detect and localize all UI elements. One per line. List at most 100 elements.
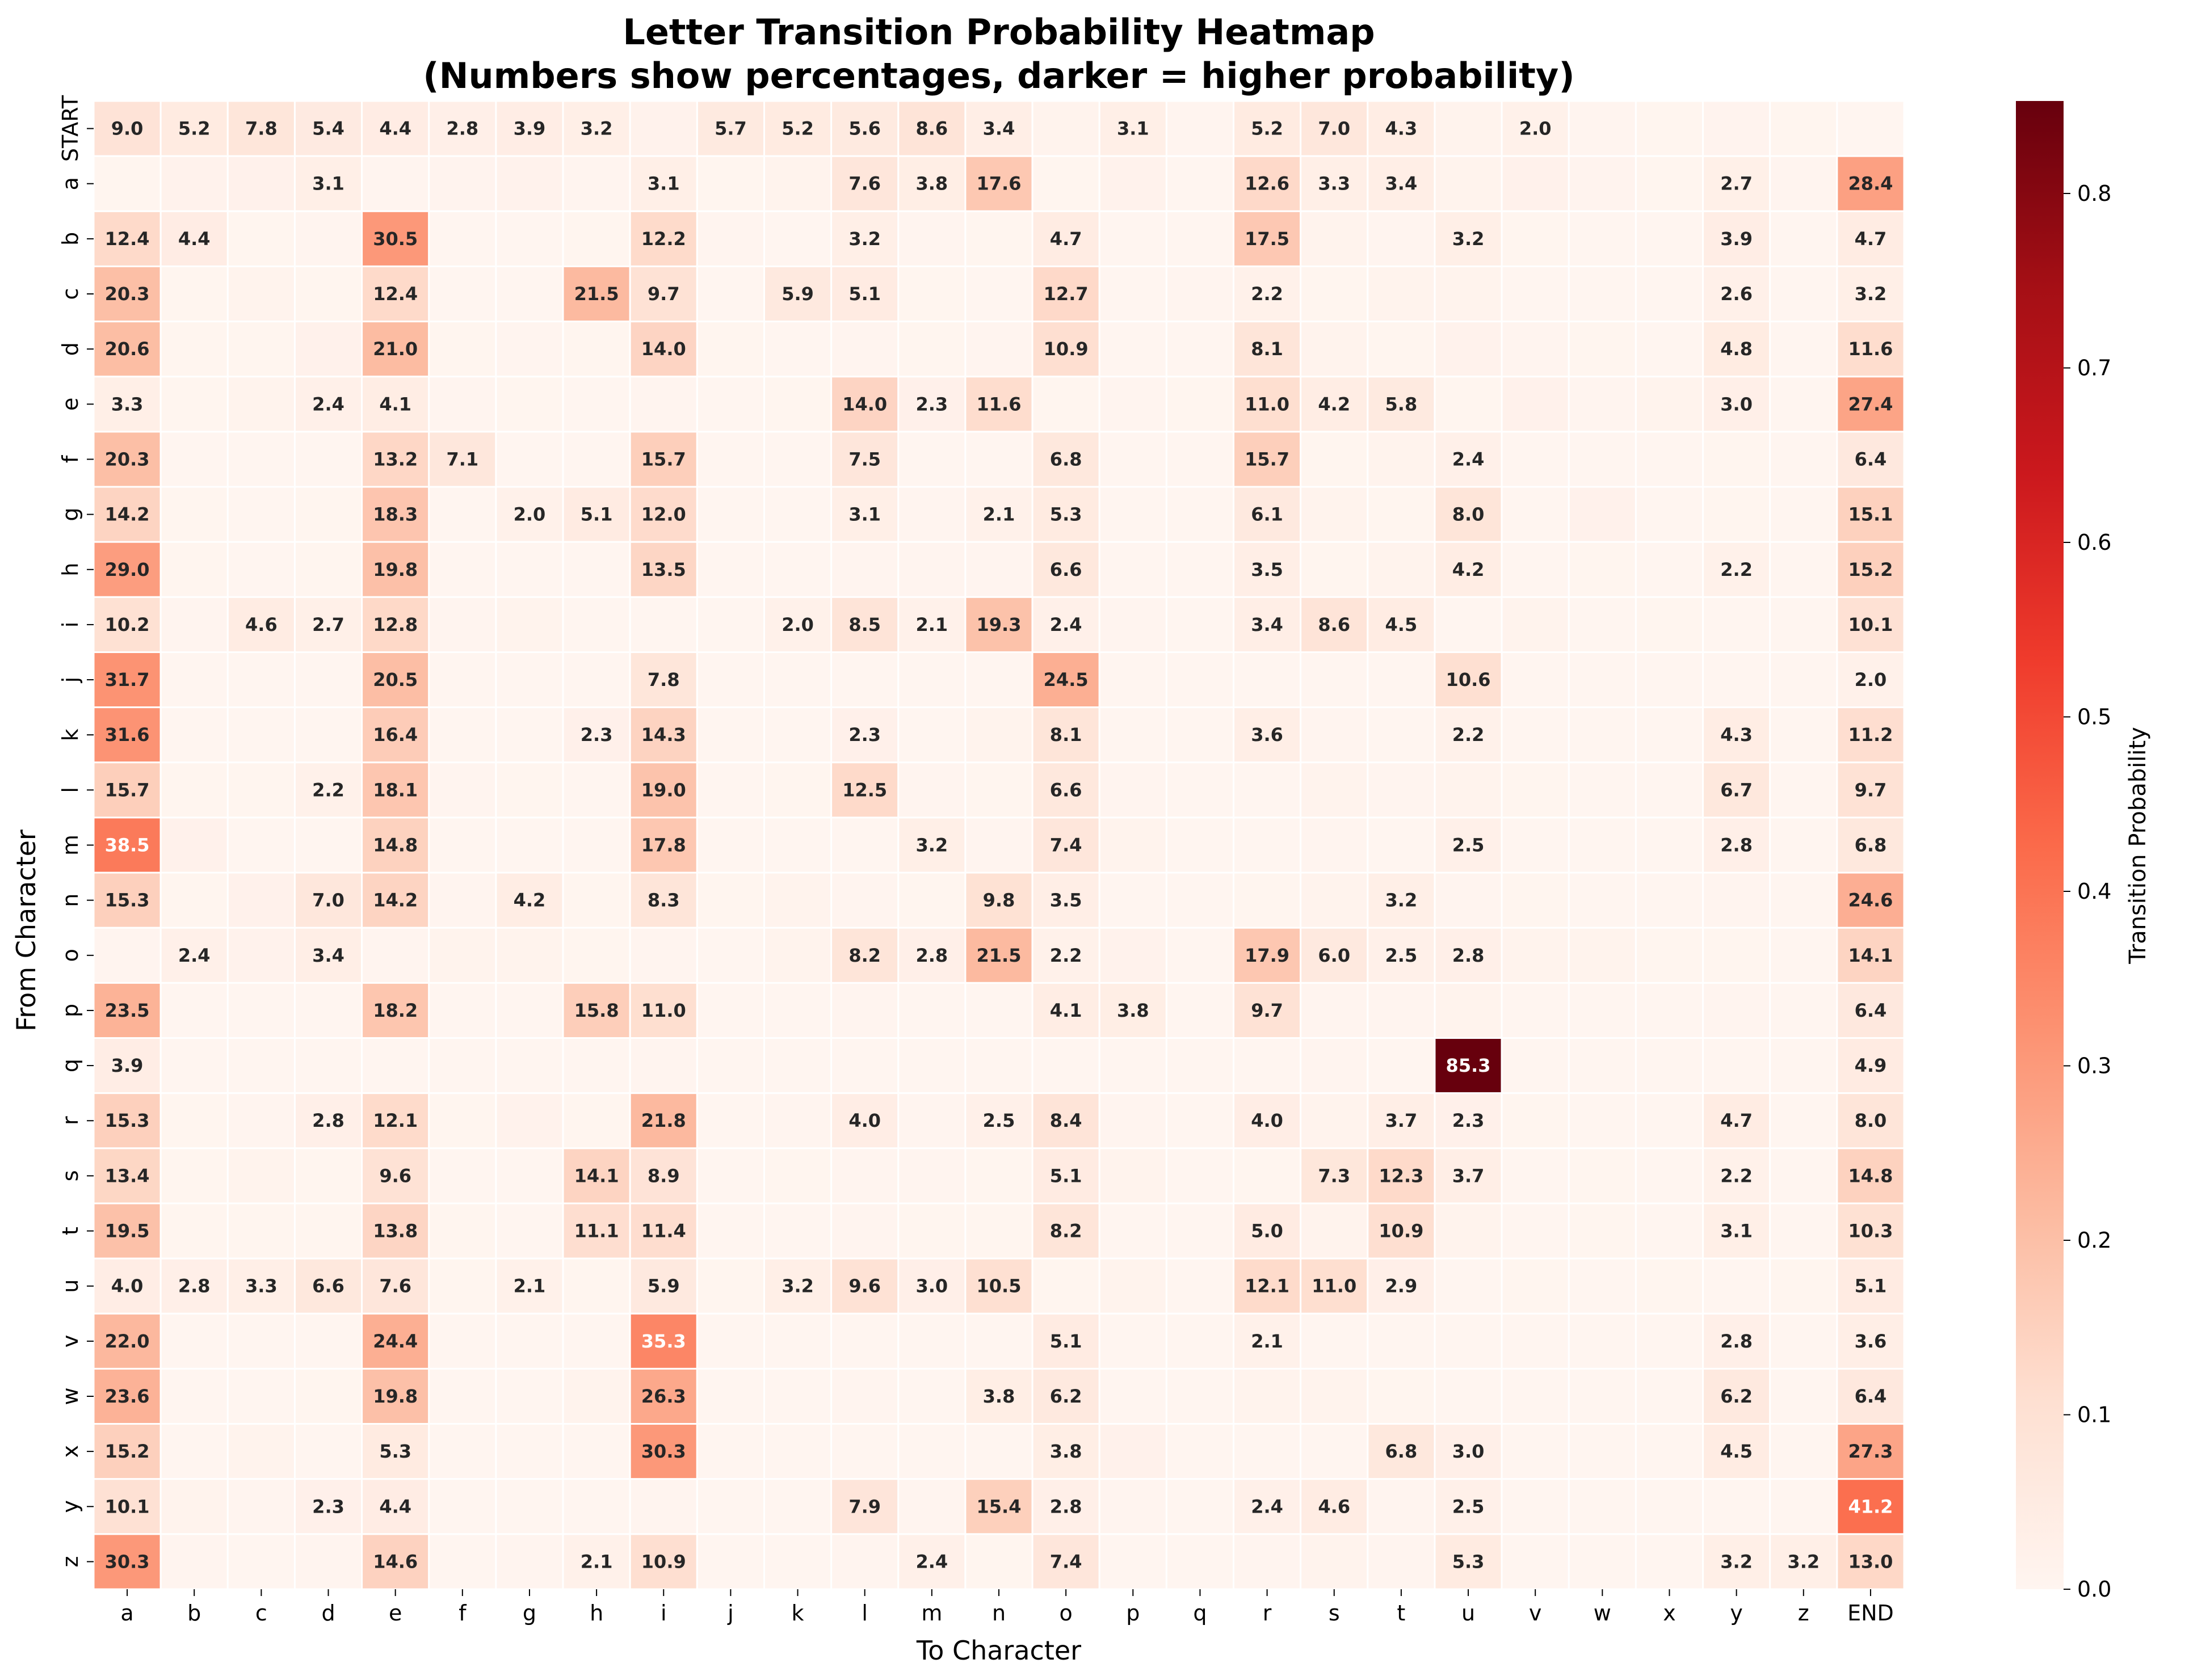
heatmap-cell: [1165, 1037, 1235, 1094]
heatmap-cell: [562, 541, 631, 598]
heatmap-cell: [1233, 1037, 1302, 1094]
heatmap-cell: [1300, 541, 1369, 598]
heatmap-cell: [1836, 1147, 1905, 1205]
heatmap-cell: [1434, 982, 1503, 1039]
heatmap-cell: [226, 1202, 296, 1260]
heatmap-cell: [1165, 1202, 1235, 1260]
cell-value-label: 5.9: [782, 283, 814, 305]
cell-value-label: 2.1: [983, 504, 1015, 525]
cell-value-label: 8.1: [1251, 338, 1283, 360]
y-tick-label: h: [58, 563, 83, 576]
heatmap-cell: [1836, 651, 1905, 709]
cell-value-label: 2.4: [916, 1551, 948, 1572]
heatmap-cell: [93, 651, 162, 709]
cell-value-label: 3.8: [983, 1386, 1015, 1407]
heatmap-cell: [361, 982, 430, 1039]
heatmap-cell: [562, 1037, 631, 1094]
heatmap-cell: [1501, 321, 1570, 378]
cell-value-label: 5.7: [715, 118, 747, 140]
cell-value-label: 3.8: [1050, 1441, 1082, 1462]
heatmap-cell: [1165, 927, 1235, 984]
heatmap-cell: [495, 431, 564, 488]
heatmap-cell: [1501, 706, 1570, 764]
cell-value-label: 23.6: [105, 1386, 150, 1407]
x-tick-label: p: [1126, 1601, 1140, 1626]
cell-value-label: 12.5: [842, 779, 887, 801]
heatmap-cell: [1769, 1092, 1838, 1150]
colorbar-tick-label: 0.5: [2077, 704, 2111, 729]
heatmap-cell: [1568, 927, 1637, 984]
cell-value-label: 3.3: [111, 393, 144, 415]
heatmap-cell: [93, 1037, 162, 1094]
heatmap-cell: [1031, 1037, 1100, 1094]
heatmap-cell: [1367, 1092, 1436, 1150]
cell-value-label: 2.3: [312, 1496, 344, 1517]
heatmap-cell: [1836, 431, 1905, 488]
heatmap-cell: [1568, 816, 1637, 874]
heatmap-cell: [93, 927, 162, 984]
cell-value-label: 2.2: [1452, 724, 1485, 746]
heatmap-cell: [1501, 1478, 1570, 1535]
heatmap-cell: [629, 1257, 698, 1315]
heatmap-cell: [1300, 816, 1369, 874]
heatmap-cell: [830, 1423, 900, 1480]
heatmap-cell: [629, 376, 698, 433]
heatmap-cell: [1635, 651, 1704, 709]
cell-value-label: 6.6: [312, 1275, 344, 1297]
cell-value-label: 19.8: [373, 1386, 418, 1407]
heatmap-cell: [1702, 155, 1771, 212]
heatmap-cell: [897, 265, 967, 323]
cell-value-label: 2.8: [446, 118, 478, 140]
heatmap-cell: [1836, 1257, 1905, 1315]
heatmap-cell: [830, 1037, 900, 1094]
heatmap-cell: [1702, 871, 1771, 929]
heatmap-cell: [696, 486, 765, 543]
x-tick-label: a: [120, 1601, 133, 1626]
heatmap-cell: [1635, 816, 1704, 874]
heatmap-cell: [1568, 1257, 1637, 1315]
heatmap-cell: [1165, 871, 1235, 929]
heatmap-cell: [1367, 1312, 1436, 1370]
x-tick-label: e: [389, 1601, 402, 1626]
cell-value-label: 27.4: [1848, 393, 1893, 415]
heatmap-cell: [1501, 816, 1570, 874]
heatmap-cell: [495, 651, 564, 709]
cell-value-label: 15.1: [1848, 504, 1893, 525]
cell-value-label: 4.3: [1720, 724, 1753, 746]
cell-value-label: 8.0: [1855, 1110, 1887, 1131]
heatmap-cell: [226, 321, 296, 378]
y-tick-label: s: [58, 1170, 83, 1181]
heatmap-cell: [562, 210, 631, 267]
heatmap-cell: [1165, 100, 1235, 157]
heatmap-cell: [830, 1257, 900, 1315]
cell-value-label: 8.6: [916, 118, 948, 140]
colorbar-label: Transition Probability: [2125, 727, 2151, 965]
heatmap-cell: [1434, 376, 1503, 433]
cell-value-label: 24.4: [373, 1330, 418, 1352]
heatmap-cell: [1501, 1367, 1570, 1425]
cell-value-label: 2.2: [1050, 945, 1082, 966]
x-tick-label: o: [1060, 1601, 1073, 1626]
heatmap-cell: [1300, 210, 1369, 267]
cell-value-label: 4.4: [379, 118, 411, 140]
cell-value-label: 14.2: [373, 890, 418, 911]
cell-value-label: 2.2: [1251, 283, 1283, 305]
cell-value-label: 24.5: [1044, 669, 1089, 690]
heatmap-cell: [428, 1367, 497, 1425]
heatmap-cell: [1098, 486, 1167, 543]
heatmap-cell: [1434, 100, 1503, 157]
cell-value-label: 19.0: [641, 779, 686, 801]
heatmap-cell: [696, 871, 765, 929]
heatmap-cell: [1702, 1533, 1771, 1590]
heatmap-cell: [226, 706, 296, 764]
cell-value-label: 31.7: [105, 669, 150, 690]
heatmap-cell: [1031, 1147, 1100, 1205]
x-tick-label: END: [1847, 1601, 1894, 1626]
x-tick-label: m: [921, 1601, 942, 1626]
heatmap-cell: [1501, 100, 1570, 157]
heatmap-cell: [293, 927, 363, 984]
heatmap-cell: [696, 706, 765, 764]
heatmap-cell: [1769, 376, 1838, 433]
cell-value-label: 18.2: [373, 1000, 418, 1021]
cell-value-label: 12.8: [373, 614, 418, 635]
